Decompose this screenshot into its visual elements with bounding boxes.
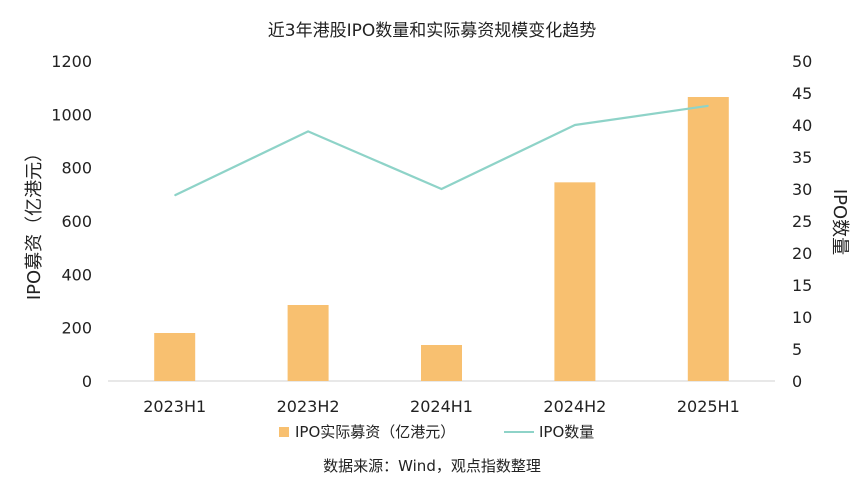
legend-line-label: IPO数量 [539, 423, 594, 441]
bar-2024H2 [554, 182, 596, 381]
y-axis-right-label: IPO数量 [829, 189, 850, 255]
x-tick-label: 2024H1 [410, 397, 473, 416]
bar-2025H1 [687, 97, 729, 381]
line-point-2023H1 [174, 194, 176, 196]
x-tick-label: 2024H2 [543, 397, 606, 416]
y2-tick-label: 15 [792, 276, 812, 295]
y-tick-label: 1200 [51, 52, 92, 71]
y-tick-label: 1000 [51, 105, 92, 124]
y2-tick-label: 5 [792, 340, 802, 359]
bar-2023H2 [287, 305, 329, 381]
y2-tick-label: 0 [792, 372, 802, 391]
x-axis: 2023H1 2023H2 2024H1 2024H2 2025H1 [143, 397, 740, 416]
legend: IPO实际募资（亿港元） IPO数量 [279, 423, 594, 441]
y2-tick-label: 25 [792, 212, 812, 231]
y2-tick-label: 40 [792, 116, 812, 135]
y-tick-label: 800 [61, 159, 92, 178]
y2-tick-label: 30 [792, 180, 812, 199]
y2-tick-label: 45 [792, 84, 812, 103]
line-point-2023H2 [307, 130, 309, 132]
y-axis-left: 0 200 400 600 800 1000 1200 [51, 52, 92, 391]
legend-bar-swatch [279, 427, 289, 437]
y2-tick-label: 35 [792, 148, 812, 167]
line-point-2024H1 [441, 188, 442, 190]
y-axis-right: 0 5 10 15 20 25 30 35 40 45 50 [792, 52, 812, 391]
line-series [174, 104, 709, 197]
y-tick-label: 600 [61, 212, 92, 231]
line-point-2025H1 [707, 105, 709, 107]
ipo-count-line [174, 104, 709, 197]
y2-tick-label: 10 [792, 308, 812, 327]
y2-tick-label: 50 [792, 52, 812, 71]
x-tick-label: 2023H1 [143, 397, 206, 416]
y-tick-label: 400 [61, 265, 92, 284]
y-tick-label: 0 [82, 372, 92, 391]
chart-title: 近3年港股IPO数量和实际募资规模变化趋势 [268, 21, 596, 41]
bar-2024H1 [421, 345, 462, 381]
source-note: 数据来源：Wind，观点指数整理 [323, 457, 541, 475]
bar-series [154, 97, 729, 381]
y-axis-left-label: IPO募资（亿港元） [24, 144, 45, 300]
y-tick-label: 200 [61, 319, 92, 338]
bar-2023H1 [154, 333, 196, 381]
legend-bar-label: IPO实际募资（亿港元） [295, 423, 455, 441]
line-point-2024H2 [574, 124, 576, 126]
y2-tick-label: 20 [792, 244, 812, 263]
x-tick-label: 2023H2 [277, 397, 340, 416]
x-tick-label: 2025H1 [677, 397, 740, 416]
